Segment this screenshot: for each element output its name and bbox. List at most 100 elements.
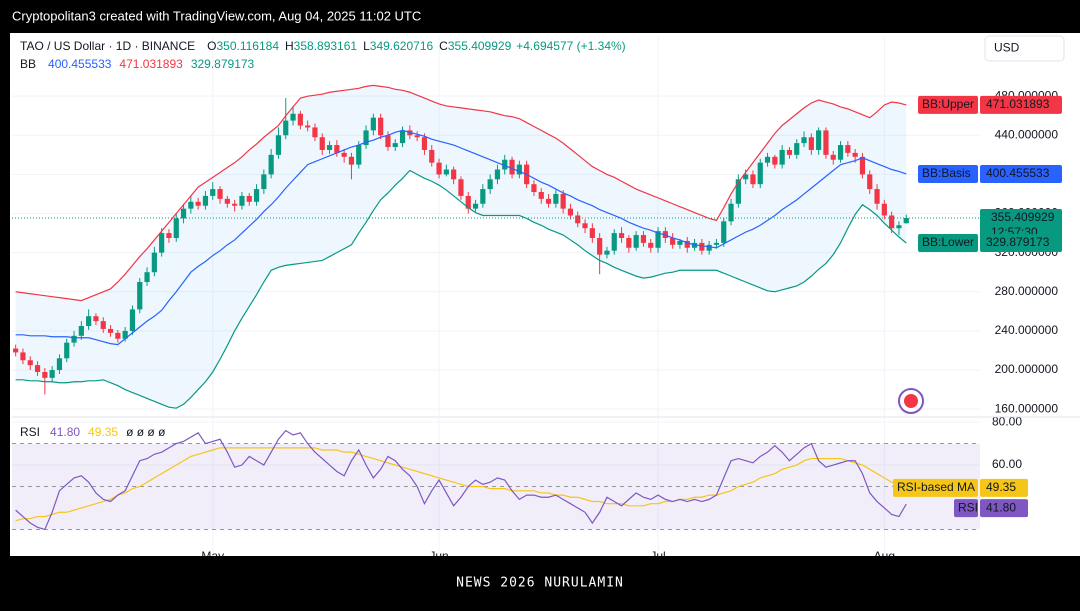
- candle-body: [144, 272, 150, 282]
- legend-prefix: O: [207, 39, 216, 53]
- candle-body: [640, 235, 647, 243]
- tag-value: 41.80: [986, 500, 1016, 514]
- candle-body: [173, 218, 179, 238]
- candle-body: [122, 330, 128, 339]
- candle-body: [670, 237, 676, 245]
- candle-body: [735, 179, 741, 204]
- candle-body: [553, 193, 559, 204]
- candle-body: [597, 237, 603, 255]
- candle-body: [502, 159, 508, 170]
- candle-body: [429, 149, 435, 163]
- tag-value: 329.879173: [986, 235, 1050, 249]
- candle-body: [830, 154, 836, 160]
- candle-body: [728, 203, 734, 222]
- candle-body: [341, 152, 347, 157]
- candle-body: [334, 145, 340, 153]
- candle-body: [253, 189, 260, 202]
- plot: 160.000000 200.000000 240.000000 280.000000…: [12, 36, 1080, 563]
- tag-label: RSI: [958, 500, 978, 514]
- candle-body: [545, 198, 552, 204]
- candle-body: [677, 240, 683, 245]
- candle-body: [414, 135, 420, 138]
- candle-body: [224, 198, 230, 204]
- candle-body: [567, 208, 574, 216]
- legend: BB 400.455533 471.031893 329.879173: [20, 57, 255, 71]
- candle-body: [392, 143, 398, 148]
- legend-value: 349.620716: [370, 39, 434, 53]
- y-tick-label: 160.000000: [995, 401, 1059, 415]
- candle-body: [874, 189, 880, 204]
- tag-value-box: [980, 233, 1062, 252]
- candle-body: [363, 130, 369, 146]
- candle-body: [538, 192, 544, 199]
- price-tag: [980, 209, 1062, 243]
- candle-body: [684, 240, 690, 248]
- candle-body: [239, 195, 245, 206]
- currency-box[interactable]: [984, 35, 1065, 62]
- candle-body: [166, 233, 172, 238]
- candle-body: [604, 250, 610, 255]
- candle-body: [348, 156, 355, 165]
- candle-body: [13, 348, 19, 353]
- candle-body: [794, 143, 800, 155]
- candle-body: [290, 113, 296, 121]
- tag-label: BB:Upper: [922, 97, 974, 111]
- candle-body: [49, 370, 55, 378]
- candle-body: [633, 235, 639, 248]
- candle-body: [494, 169, 501, 180]
- candle-body: [611, 233, 617, 251]
- candle-body: [297, 113, 303, 126]
- candle-body: [779, 149, 785, 165]
- y-tick-label: 60.00: [992, 457, 1022, 471]
- candle-body: [78, 326, 84, 336]
- candle-body: [319, 137, 325, 150]
- candle-body: [626, 237, 632, 248]
- candle-body: [378, 117, 384, 136]
- candle-body: [852, 152, 858, 157]
- footer: NEWS 2026 NURULAMIN: [456, 576, 624, 591]
- candle-body: [217, 189, 223, 199]
- legend-value: 329.879173: [191, 57, 255, 71]
- tag-label: BB:Lower: [922, 235, 974, 249]
- candle-body: [137, 281, 143, 310]
- legend-value: 471.031893: [119, 57, 183, 71]
- candle-body: [786, 149, 793, 155]
- candle-body: [399, 130, 406, 144]
- currency[interactable]: USD: [994, 41, 1020, 55]
- legend-value: 355.409929: [448, 39, 512, 53]
- candle-body: [706, 244, 712, 251]
- tag-label-box: [918, 233, 978, 252]
- legend-title: BB: [20, 57, 36, 71]
- candle-body: [436, 162, 442, 175]
- candle-body: [56, 358, 63, 371]
- candle-body: [903, 218, 909, 224]
- candle-body: [896, 225, 902, 229]
- candle-body: [20, 352, 26, 361]
- candle-body: [195, 201, 201, 206]
- candle-body: [808, 137, 814, 150]
- candle-body: [64, 342, 70, 359]
- line: [15, 169, 907, 409]
- tag-label-box: [918, 164, 978, 183]
- tag-label-box: [918, 95, 978, 114]
- legend-value: 358.893161: [294, 39, 358, 53]
- candle-body: [655, 231, 661, 248]
- footer-bar: [0, 556, 1080, 611]
- candle-body: [312, 127, 318, 138]
- y-tick-label: 200.000000: [995, 362, 1059, 376]
- candle-body: [823, 130, 829, 155]
- legend-value: 350.116184: [216, 39, 279, 53]
- tag-label-box: [954, 499, 978, 518]
- tag-value-box: [980, 164, 1062, 183]
- candle-body: [801, 137, 807, 144]
- y-tick-label: 280.000000: [995, 284, 1059, 298]
- candle-body: [837, 145, 844, 160]
- tag-value: 49.35: [986, 480, 1016, 494]
- candle-body: [305, 125, 311, 128]
- candle-body: [531, 184, 537, 193]
- candle-body: [472, 203, 479, 209]
- candle-body: [210, 189, 216, 196]
- candle-body: [246, 195, 252, 202]
- candle-body: [699, 242, 705, 251]
